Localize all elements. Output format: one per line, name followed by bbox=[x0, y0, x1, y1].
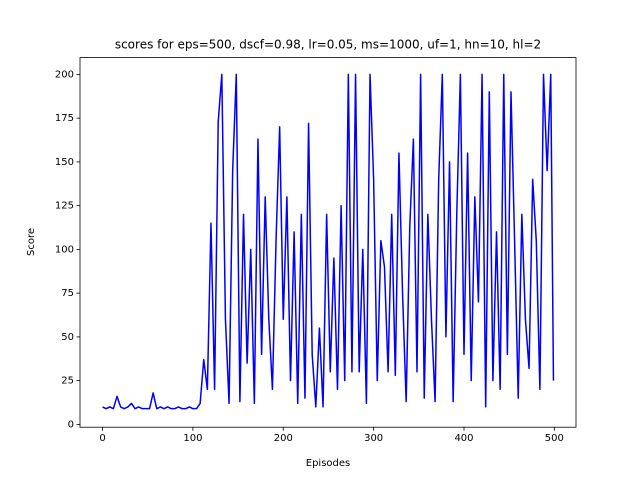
x-tick-label: 0 bbox=[99, 433, 105, 444]
axes-frame bbox=[79, 57, 577, 428]
y-tick-label: 150 bbox=[55, 157, 74, 168]
data-line bbox=[102, 73, 555, 410]
x-tick-label: 100 bbox=[183, 433, 202, 444]
x-tick-label: 300 bbox=[364, 433, 383, 444]
y-tick-label: 0 bbox=[68, 419, 74, 430]
y-tick-label: 200 bbox=[55, 69, 74, 80]
x-tick-label: 400 bbox=[454, 433, 473, 444]
y-axis-label: Score bbox=[26, 228, 37, 256]
x-tick-label: 500 bbox=[545, 433, 564, 444]
y-tick-label: 100 bbox=[55, 244, 74, 255]
y-tick-label: 50 bbox=[61, 332, 74, 343]
y-tick-label: 25 bbox=[61, 376, 74, 387]
y-tick-label: 125 bbox=[55, 201, 74, 212]
x-axis-label: Episodes bbox=[306, 458, 350, 469]
chart-title: scores for eps=500, dscf=0.98, lr=0.05, … bbox=[115, 38, 541, 52]
y-tick-label: 75 bbox=[61, 288, 74, 299]
x-tick-label: 200 bbox=[274, 433, 293, 444]
y-tick-label: 175 bbox=[55, 113, 74, 124]
